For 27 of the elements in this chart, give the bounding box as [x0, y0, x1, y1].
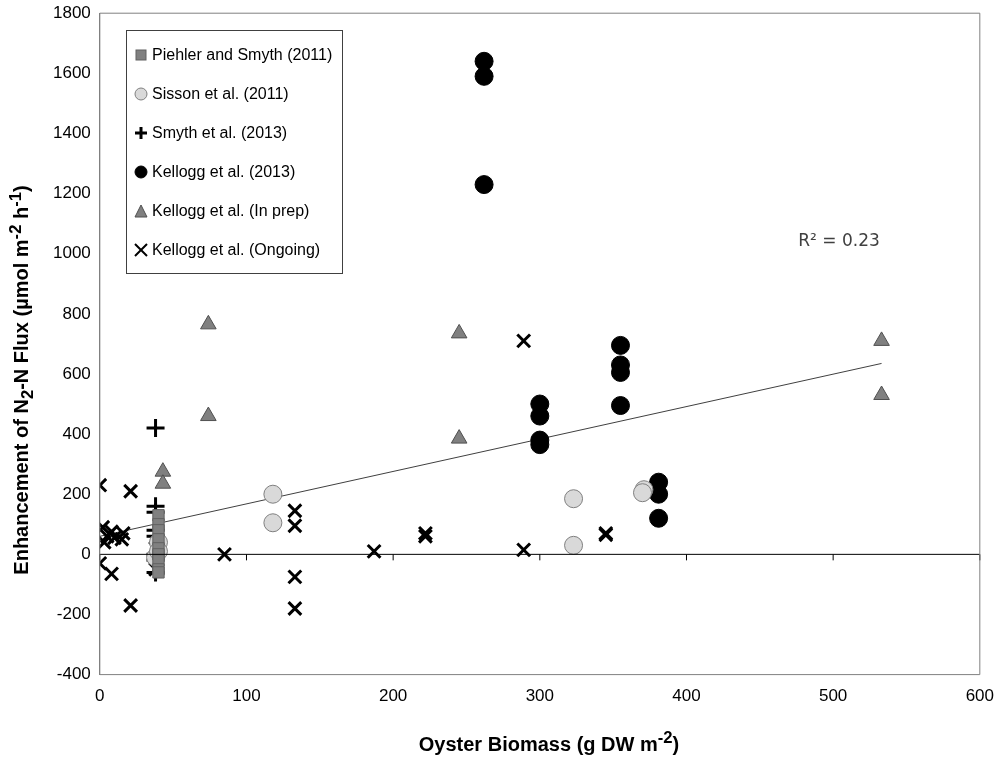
y-tick-label: 1200 — [52, 183, 91, 203]
x-tick-label: 200 — [378, 686, 408, 706]
y-tick-label: 200 — [62, 483, 91, 503]
y-tick-label: 1800 — [52, 2, 91, 22]
x-tick-label: 300 — [525, 686, 555, 706]
y-tick-label: 1600 — [52, 63, 91, 83]
x-tick-label: 0 — [95, 686, 105, 706]
y-tick-label: -400 — [56, 664, 91, 684]
annotation: R² = 0.23 — [798, 229, 880, 250]
x-tick-label: 400 — [672, 686, 701, 706]
legend-label: Piehler and Smyth (2011) — [152, 45, 333, 64]
legend-label: Smyth et al. (2013) — [152, 123, 288, 142]
legend-label: Kellogg et al. (In prep) — [152, 201, 310, 220]
y-tick-label: 400 — [62, 423, 91, 443]
x-tick-label: 100 — [232, 686, 261, 706]
y-tick-label: 0 — [81, 544, 91, 564]
y-tick-label: 1000 — [52, 243, 91, 263]
y-tick-label: -200 — [56, 604, 91, 624]
y-tick-label: 800 — [62, 303, 91, 323]
legend-label: Kellogg et al. (2013) — [152, 162, 296, 181]
x-tick-label: 500 — [818, 686, 848, 706]
y-tick-label: 600 — [62, 363, 91, 383]
legend-label: Sisson et al. (2011) — [152, 84, 289, 103]
y-tick-label: 1400 — [52, 123, 91, 143]
x-axis-title: Oyster Biomass (g DW m$^{-2}$) — [418, 728, 680, 756]
legend-label: Kellogg et al. (Ongoing) — [152, 240, 321, 259]
x-tick-label: 600 — [965, 686, 995, 706]
